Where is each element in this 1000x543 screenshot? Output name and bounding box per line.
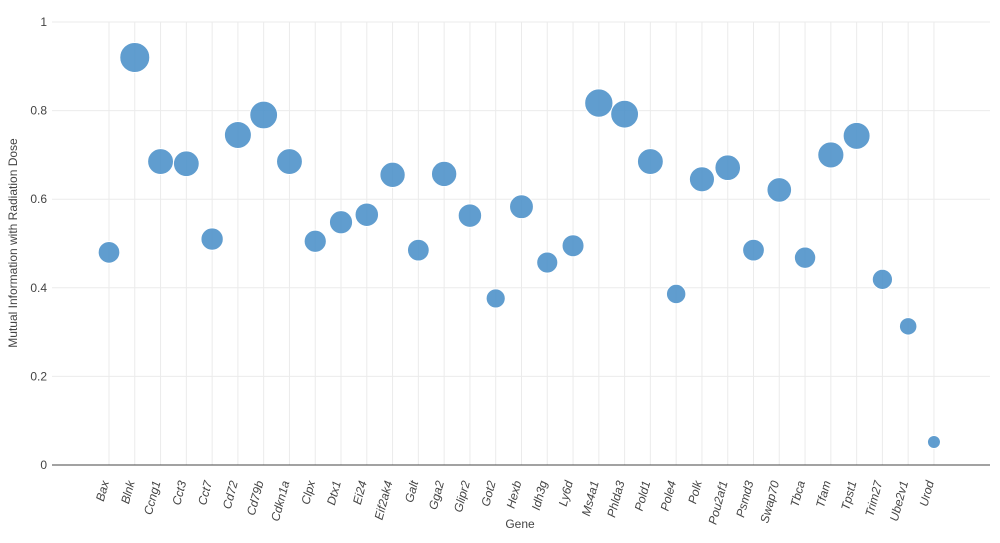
data-point-cct7[interactable] [200, 227, 224, 251]
y-tick-label: 0.6 [30, 192, 47, 206]
data-point-clpx[interactable] [303, 229, 327, 253]
y-tick-label: 0 [40, 458, 47, 472]
x-tick-label: Blnk [118, 478, 138, 505]
data-point-ccng1[interactable] [147, 148, 174, 175]
x-tick-label: Ccng1 [141, 479, 164, 516]
data-point-polk[interactable] [688, 166, 716, 193]
x-tick-label: Polk [685, 478, 705, 505]
x-tick-label: Swap70 [757, 479, 782, 525]
x-tick-label: Tbca [788, 479, 809, 509]
x-tick-label: Phlda3 [604, 479, 627, 519]
y-tick-label: 0.8 [30, 104, 47, 118]
data-point-galt[interactable] [406, 238, 430, 262]
y-axis-ticks: 0 0.2 0.4 0.6 0.8 1 [30, 15, 47, 472]
data-point-ei24[interactable] [354, 202, 380, 227]
data-point-cd79b[interactable] [249, 100, 279, 130]
x-tick-label: Pold1 [632, 479, 653, 512]
data-point-psmd3[interactable] [742, 238, 765, 262]
x-tick-label: Pole4 [658, 479, 680, 513]
data-point-idh3g[interactable] [536, 251, 559, 274]
x-tick-label: Ube2v1 [887, 479, 911, 523]
data-point-phlda3[interactable] [610, 99, 640, 129]
data-point-bax[interactable] [97, 241, 121, 264]
data-point-pole4[interactable] [665, 283, 687, 305]
data-point-swap70[interactable] [766, 177, 793, 203]
x-tick-label: Got2 [478, 479, 498, 508]
data-point-glipr2[interactable] [457, 203, 483, 228]
x-tick-label: Gga2 [426, 479, 447, 511]
x-tick-label: Cd79b [244, 479, 267, 517]
x-tick-label: Tfam [813, 479, 834, 509]
data-point-trim27[interactable] [871, 268, 894, 291]
data-point-ube2v1[interactable] [898, 317, 918, 336]
x-tick-label: Idh3g [529, 479, 550, 512]
data-point-pou2af1[interactable] [714, 154, 742, 182]
y-tick-label: 0.4 [30, 281, 47, 295]
x-tick-label: Clpx [298, 478, 318, 506]
x-tick-label: Dtx1 [324, 479, 344, 506]
y-axis-title: Mutual Information with Radiation Dose [6, 138, 20, 348]
data-point-cd72[interactable] [223, 120, 252, 149]
data-point-cdkn1a[interactable] [276, 148, 303, 175]
data-point-cct3[interactable] [172, 150, 200, 178]
x-tick-label: Ly6d [556, 479, 576, 508]
data-point-dtx1[interactable] [328, 210, 354, 235]
x-axis-title: Gene [505, 517, 535, 531]
y-tick-label: 0.2 [30, 369, 47, 383]
data-point-ly6d[interactable] [561, 234, 585, 258]
data-point-eif2ak4[interactable] [379, 161, 406, 188]
data-point-got2[interactable] [485, 288, 506, 309]
data-points [97, 41, 941, 449]
x-tick-label: Cct7 [195, 478, 215, 507]
data-point-hexb[interactable] [509, 194, 534, 220]
x-tick-label: Hexb [504, 479, 525, 510]
x-tick-label: Pou2af1 [706, 479, 731, 526]
x-tick-label: Bax [93, 478, 112, 503]
x-tick-label: Tpst1 [838, 479, 859, 512]
grid-layer [52, 21, 990, 466]
x-tick-label: Psmd3 [733, 479, 756, 519]
y-tick-label: 1 [40, 15, 47, 29]
x-tick-label: Trim27 [862, 478, 885, 518]
data-point-blnk[interactable] [119, 41, 151, 73]
x-tick-label: Glipr2 [451, 479, 473, 514]
data-point-pold1[interactable] [636, 148, 664, 175]
data-point-urod[interactable] [926, 434, 941, 449]
x-tick-label: Galt [402, 479, 421, 505]
data-point-tbca[interactable] [793, 246, 817, 269]
data-point-gga2[interactable] [430, 160, 458, 188]
x-tick-label: Ms4a1 [579, 479, 602, 517]
data-point-tfam[interactable] [817, 141, 845, 169]
x-tick-label: Cd72 [220, 479, 241, 511]
x-tick-label: Urod [917, 479, 937, 508]
x-tick-label: Cct3 [169, 479, 189, 507]
x-tick-label: Eif2ak4 [372, 479, 396, 522]
data-point-tpst1[interactable] [842, 121, 871, 150]
data-point-ms4a1[interactable] [584, 88, 614, 118]
x-tick-label: Ei24 [350, 479, 370, 506]
x-tick-label: Cdkn1a [268, 479, 292, 523]
